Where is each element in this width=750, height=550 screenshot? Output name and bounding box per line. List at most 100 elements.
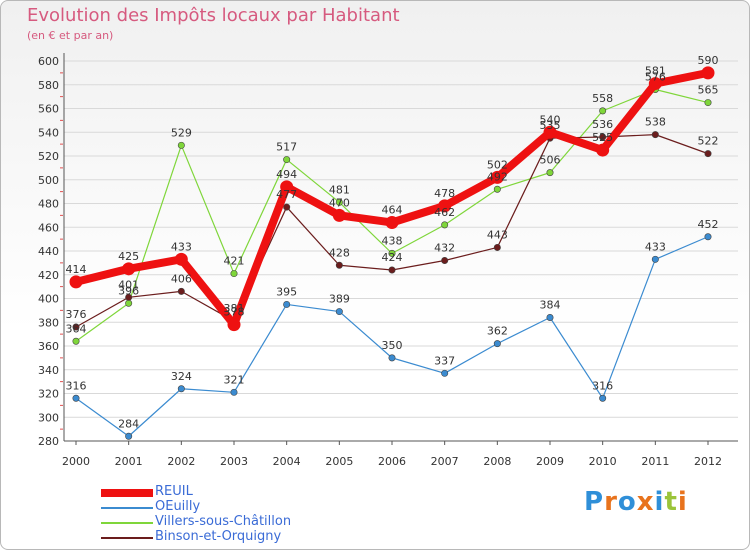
data-point-oeuilly xyxy=(283,300,291,308)
data-point-oeuilly xyxy=(493,340,501,348)
data-label-oeuilly: 389 xyxy=(329,293,350,306)
data-label-oeuilly: 284 xyxy=(118,417,139,430)
logo-letter: t xyxy=(664,487,678,517)
data-point-villers-sous-ch-tillon xyxy=(283,156,291,164)
data-point-binson-et-orquigny xyxy=(388,266,396,274)
data-label-reuil: 414 xyxy=(66,263,87,276)
data-label-villers-sous-ch-tillon: 462 xyxy=(434,206,455,219)
data-point-oeuilly xyxy=(388,354,396,362)
data-label-binson-et-orquigny: 535 xyxy=(540,119,561,132)
x-tick-label: 2003 xyxy=(220,455,248,468)
legend-swatch xyxy=(101,507,153,509)
data-label-reuil: 502 xyxy=(487,158,508,171)
data-label-reuil: 478 xyxy=(434,187,455,200)
legend-item-villers-sous-ch-tillon: Villers-sous-Châtillon xyxy=(101,514,361,530)
legend-swatch xyxy=(101,489,153,497)
x-tick-label: 2000 xyxy=(62,455,90,468)
data-point-oeuilly xyxy=(72,394,80,402)
data-point-reuil xyxy=(174,252,188,266)
data-point-binson-et-orquigny xyxy=(493,243,501,251)
data-label-villers-sous-ch-tillon: 421 xyxy=(224,255,245,268)
logo-letter: i xyxy=(677,487,688,517)
data-label-oeuilly: 316 xyxy=(66,379,87,392)
data-label-reuil: 470 xyxy=(329,196,350,209)
data-point-oeuilly xyxy=(546,313,554,321)
data-label-reuil: 581 xyxy=(645,65,666,78)
data-label-villers-sous-ch-tillon: 364 xyxy=(66,322,87,335)
data-point-villers-sous-ch-tillon xyxy=(177,141,185,149)
x-tick-label: 2001 xyxy=(115,455,143,468)
data-point-villers-sous-ch-tillon xyxy=(493,185,501,193)
data-label-oeuilly: 395 xyxy=(276,285,297,298)
legend-swatch xyxy=(101,537,153,539)
data-point-oeuilly xyxy=(704,233,712,241)
data-label-binson-et-orquigny: 522 xyxy=(698,135,719,148)
legend-label: Villers-sous-Châtillon xyxy=(155,514,292,529)
data-point-oeuilly xyxy=(651,255,659,263)
x-tick-label: 2007 xyxy=(431,455,459,468)
logo-letter: r xyxy=(604,487,618,517)
y-tick-label: 400 xyxy=(38,293,59,306)
data-point-oeuilly xyxy=(599,394,607,402)
data-label-reuil: 464 xyxy=(382,204,403,217)
data-point-reuil xyxy=(648,77,662,91)
data-point-binson-et-orquigny xyxy=(651,131,659,139)
data-label-villers-sous-ch-tillon: 438 xyxy=(382,234,403,247)
data-label-binson-et-orquigny: 406 xyxy=(171,272,192,285)
chart-title: Evolution des Impôts locaux par Habitant xyxy=(27,5,400,26)
logo-letter: o xyxy=(617,487,637,517)
data-label-oeuilly: 350 xyxy=(382,339,403,352)
y-tick-label: 360 xyxy=(38,340,59,353)
y-tick-label: 420 xyxy=(38,269,59,282)
y-tick-label: 280 xyxy=(38,435,59,448)
data-point-reuil xyxy=(332,208,346,222)
data-point-villers-sous-ch-tillon xyxy=(546,169,554,177)
data-label-binson-et-orquigny: 536 xyxy=(592,118,613,131)
y-tick-label: 540 xyxy=(38,126,59,139)
y-tick-label: 560 xyxy=(38,103,59,116)
data-label-oeuilly: 452 xyxy=(698,218,719,231)
data-label-binson-et-orquigny: 376 xyxy=(66,308,87,321)
data-point-reuil xyxy=(69,275,83,289)
data-label-oeuilly: 433 xyxy=(645,240,666,253)
data-label-villers-sous-ch-tillon: 506 xyxy=(540,154,561,167)
y-tick-label: 600 xyxy=(38,55,59,68)
data-point-reuil xyxy=(438,199,452,213)
data-label-oeuilly: 362 xyxy=(487,325,508,338)
chart-subtitle: (en € et par an) xyxy=(27,29,114,42)
data-label-reuil: 433 xyxy=(171,240,192,253)
data-point-reuil xyxy=(227,318,241,332)
data-label-binson-et-orquigny: 381 xyxy=(224,302,245,315)
data-point-binson-et-orquigny xyxy=(283,203,291,211)
x-tick-label: 2004 xyxy=(273,455,301,468)
x-tick-label: 2009 xyxy=(536,455,564,468)
legend-item-binson-et-orquigny: Binson-et-Orquigny xyxy=(101,529,361,545)
data-label-oeuilly: 384 xyxy=(540,299,561,312)
data-point-reuil xyxy=(280,180,294,194)
data-point-villers-sous-ch-tillon xyxy=(72,337,80,345)
y-tick-label: 320 xyxy=(38,388,59,401)
data-point-villers-sous-ch-tillon xyxy=(441,221,449,229)
data-point-binson-et-orquigny xyxy=(599,133,607,141)
legend-swatch xyxy=(101,522,153,524)
data-point-binson-et-orquigny xyxy=(72,323,80,331)
data-label-villers-sous-ch-tillon: 481 xyxy=(329,183,350,196)
data-label-villers-sous-ch-tillon: 517 xyxy=(276,141,297,154)
data-point-villers-sous-ch-tillon xyxy=(125,299,133,307)
proxiti-logo: Proxiti xyxy=(584,487,688,517)
data-label-reuil: 540 xyxy=(540,113,561,126)
data-label-binson-et-orquigny: 401 xyxy=(118,278,139,291)
data-point-oeuilly xyxy=(125,432,133,440)
legend-item-reuil: REUIL xyxy=(101,484,361,500)
data-point-oeuilly xyxy=(177,385,185,393)
data-label-binson-et-orquigny: 428 xyxy=(329,246,350,259)
x-tick-label: 2010 xyxy=(589,455,617,468)
data-label-binson-et-orquigny: 538 xyxy=(645,116,666,129)
data-point-reuil xyxy=(490,170,504,184)
data-label-villers-sous-ch-tillon: 558 xyxy=(592,92,613,105)
data-label-reuil: 378 xyxy=(224,306,245,319)
data-label-binson-et-orquigny: 424 xyxy=(382,251,403,264)
logo-letter: P xyxy=(584,487,605,517)
data-point-binson-et-orquigny xyxy=(704,150,712,158)
data-point-villers-sous-ch-tillon xyxy=(388,249,396,257)
